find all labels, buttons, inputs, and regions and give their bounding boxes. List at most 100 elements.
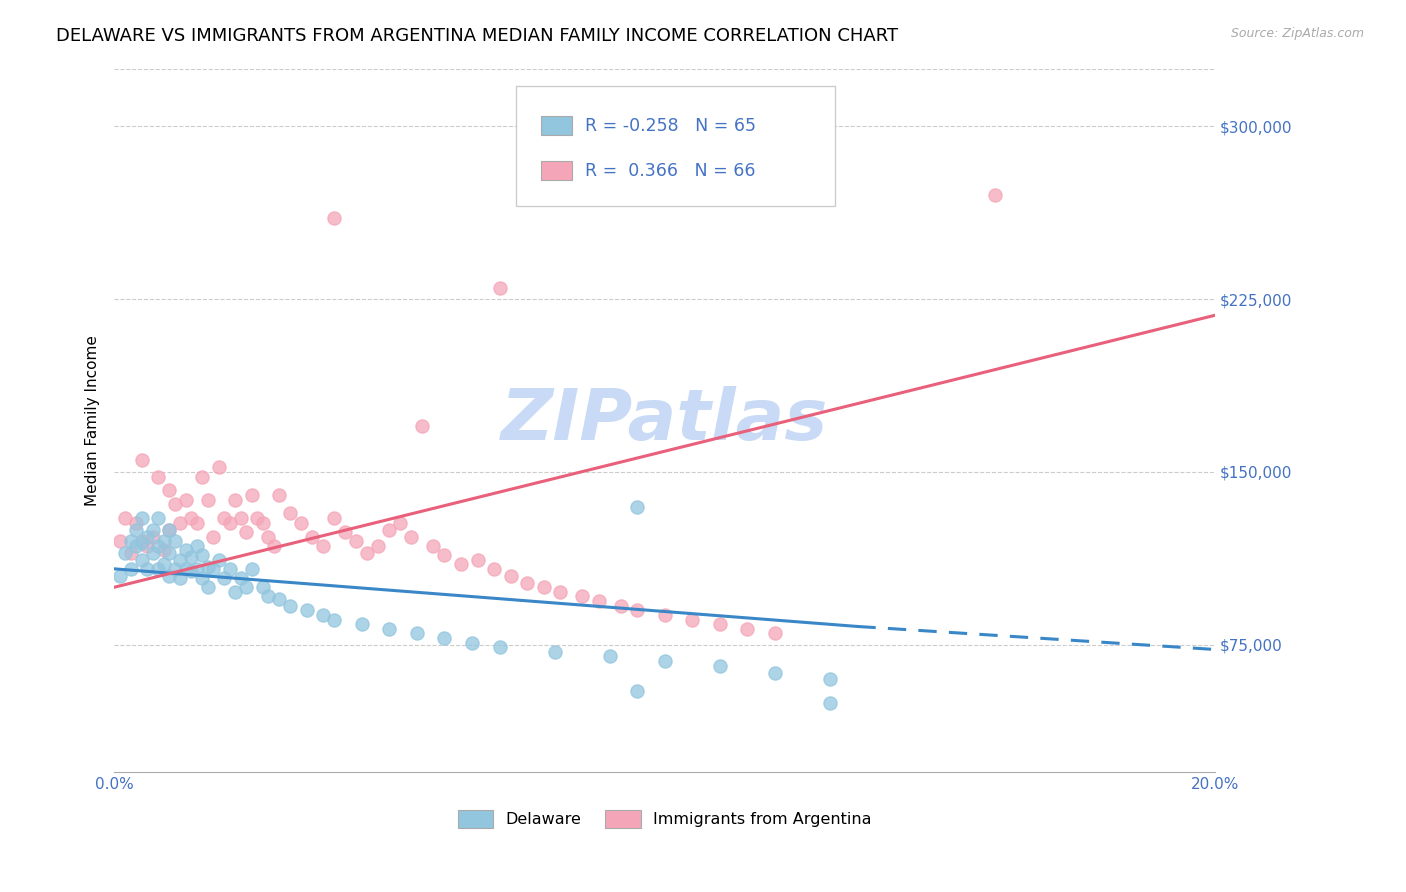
Point (218, 516, 240, 530)
Point (467, 552, 489, 566)
Point (131, 534, 153, 549)
Point (499, 568, 522, 582)
Point (367, 539, 389, 553)
Point (488, 640, 510, 655)
Point (142, 546, 165, 560)
Point (543, 645, 565, 659)
Point (114, 546, 136, 560)
Point (163, 534, 186, 549)
Point (197, 580, 219, 594)
Point (654, 607, 676, 622)
Point (406, 626, 429, 640)
Point (312, 539, 335, 553)
Text: R = -0.258   N = 65: R = -0.258 N = 65 (585, 117, 756, 135)
Point (252, 516, 274, 530)
Point (269, 591, 291, 606)
Point (229, 511, 252, 525)
Point (191, 571, 214, 585)
Point (229, 571, 252, 585)
Point (269, 488, 291, 502)
Point (197, 492, 219, 507)
Point (148, 562, 170, 576)
Point (548, 585, 571, 599)
Point (136, 562, 159, 576)
Point (208, 552, 231, 566)
Point (461, 635, 484, 649)
Legend: Delaware, Immigrants from Argentina: Delaware, Immigrants from Argentina (451, 804, 879, 834)
Point (186, 562, 208, 576)
Point (240, 488, 263, 502)
Point (295, 603, 318, 617)
Point (235, 524, 257, 539)
Point (626, 684, 648, 698)
Point (120, 546, 142, 560)
Point (148, 469, 170, 483)
Point (120, 562, 142, 576)
Point (252, 580, 274, 594)
Point (763, 626, 786, 640)
Point (516, 575, 538, 590)
Point (280, 599, 302, 613)
Point (208, 460, 231, 475)
Text: R =  0.366   N = 66: R = 0.366 N = 66 (585, 161, 756, 179)
Point (335, 524, 357, 539)
FancyBboxPatch shape (516, 87, 835, 206)
Point (108, 568, 131, 582)
Point (169, 516, 191, 530)
Point (280, 507, 302, 521)
Point (356, 546, 378, 560)
Point (131, 552, 153, 566)
Point (142, 523, 165, 537)
Point (174, 492, 197, 507)
Point (482, 562, 505, 576)
Point (626, 603, 648, 617)
Point (389, 516, 412, 530)
Point (224, 585, 246, 599)
Point (301, 530, 323, 544)
Point (152, 543, 174, 558)
Point (257, 530, 280, 544)
Point (186, 539, 208, 553)
Point (763, 665, 786, 680)
Text: Source: ZipAtlas.com: Source: ZipAtlas.com (1230, 27, 1364, 40)
Point (818, 673, 841, 687)
Point (378, 523, 401, 537)
Point (422, 539, 444, 553)
Point (157, 546, 180, 560)
Point (411, 418, 433, 433)
Point (214, 571, 236, 585)
Point (180, 564, 202, 578)
Point (180, 511, 202, 525)
Point (735, 622, 758, 636)
Point (152, 558, 174, 572)
Point (169, 571, 191, 585)
Point (599, 649, 621, 664)
Point (323, 211, 346, 226)
Point (131, 536, 153, 550)
Point (571, 590, 593, 604)
Point (157, 568, 180, 582)
Point (609, 599, 631, 613)
Point (157, 483, 180, 498)
Point (533, 580, 555, 594)
Point (218, 562, 240, 576)
Point (626, 500, 648, 514)
Point (681, 613, 703, 627)
Point (235, 580, 257, 594)
Point (131, 511, 153, 525)
Point (202, 530, 225, 544)
Point (174, 543, 197, 558)
Point (350, 617, 373, 632)
Point (148, 511, 170, 525)
Point (120, 534, 142, 549)
Point (114, 511, 136, 525)
Point (263, 539, 285, 553)
Point (588, 594, 610, 608)
Point (148, 539, 170, 553)
Point (488, 280, 510, 294)
Point (163, 562, 186, 576)
Point (157, 523, 180, 537)
Point (401, 530, 423, 544)
Point (108, 534, 131, 549)
Point (433, 548, 456, 562)
